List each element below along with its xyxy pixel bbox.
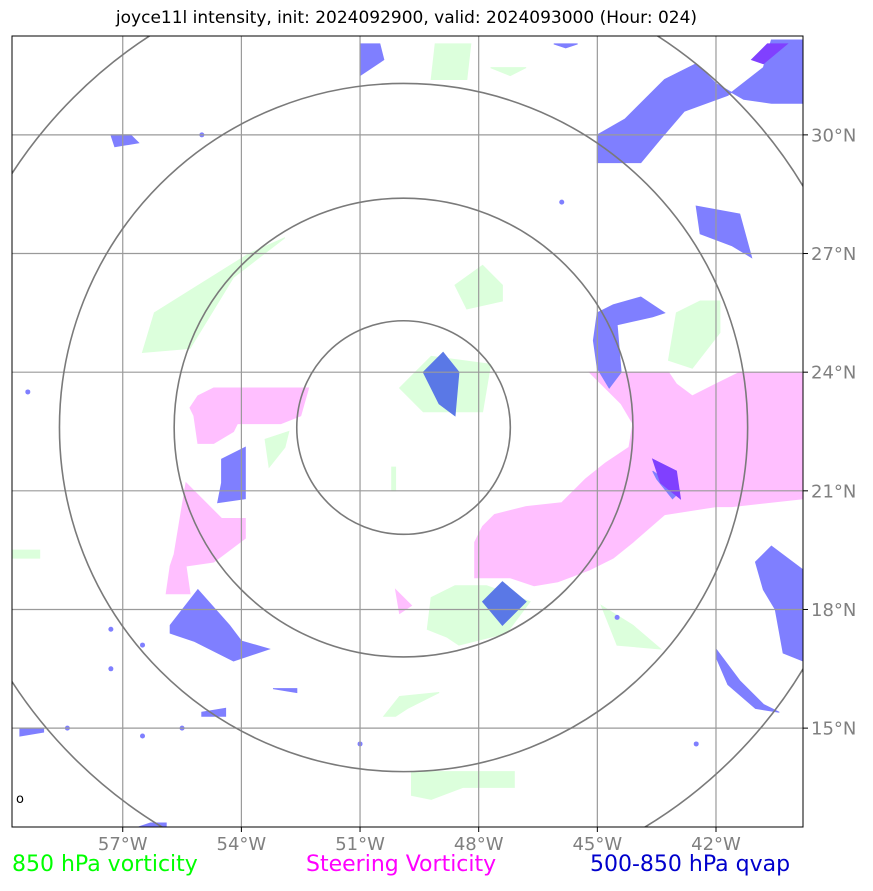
contour-magenta-1	[474, 371, 803, 587]
x-tick-label: 57°W	[98, 834, 148, 855]
contour-green-1	[490, 67, 527, 77]
y-tick-label: 30°N	[811, 125, 856, 146]
contour-green-0	[430, 43, 472, 80]
x-tick-label: 54°W	[217, 834, 267, 855]
contour-blue-dot-10	[140, 733, 146, 739]
contour-blue-1	[359, 43, 385, 77]
contour-blue-dot-3	[614, 614, 620, 620]
contour-blue-4	[592, 296, 666, 389]
contour-green-12	[411, 771, 515, 800]
contour-blue-8	[754, 545, 803, 662]
legend-qvap: 500-850 hPa qvap	[590, 852, 791, 877]
contour-blue-12	[201, 707, 227, 717]
legend-steering-vorticity: Steering Vorticity	[306, 852, 497, 877]
range-ring-2	[58, 82, 749, 773]
x-tick-label: 42°W	[691, 834, 741, 855]
contour-green-2	[141, 237, 286, 353]
contour-blue-11	[272, 688, 298, 694]
range-ring-1	[173, 197, 634, 658]
contour-overlap-0	[422, 351, 460, 417]
contour-blue-2	[553, 43, 578, 49]
y-tick-label: 18°N	[811, 600, 856, 621]
contour-magenta-2	[165, 481, 246, 595]
contour-green-4	[667, 300, 721, 369]
y-tick-label: 27°N	[811, 244, 856, 265]
contour-blue-3	[695, 205, 753, 259]
y-tick-label: 24°N	[811, 363, 856, 384]
contour-blue-14	[802, 743, 803, 773]
contour-blue-dot-8	[140, 642, 146, 648]
contour-overlap-1	[481, 581, 527, 627]
contour-green-9	[600, 604, 663, 650]
contour-blue-dot-0	[25, 389, 31, 395]
contour-blue-dot-6	[108, 666, 114, 672]
contour-blue-dot-4	[693, 741, 699, 747]
contour-purple-1	[651, 458, 682, 500]
contour-green-10	[12, 549, 41, 559]
x-tick-label: 51°W	[335, 834, 385, 855]
contour-blue-dot-7	[108, 626, 114, 632]
contour-blue-dot-2	[559, 199, 565, 205]
contour-green-11	[382, 692, 440, 717]
contour-green-6	[264, 430, 290, 469]
y-tick-label: 21°N	[811, 481, 856, 502]
range-ring-0	[295, 319, 512, 536]
gridlines	[12, 36, 803, 827]
y-axis-ticks: 15°N 18°N 21°N 24°N 27°N 30°N	[803, 125, 856, 740]
x-tick-label: 45°W	[572, 834, 622, 855]
contour-blue-13	[19, 727, 45, 737]
contour-blue-5	[110, 134, 140, 148]
legend-850-vorticity: 850 hPa vorticity	[12, 852, 198, 877]
contour-purple-0	[750, 43, 789, 65]
contour-fields	[12, 39, 803, 827]
axes-frame	[11, 35, 804, 828]
contour-blue-10	[169, 588, 271, 662]
y-tick-label: 15°N	[811, 719, 856, 740]
x-tick-label: 48°W	[454, 834, 504, 855]
contour-green-7	[391, 466, 397, 492]
center-marker: o	[16, 792, 24, 807]
chart-title: joyce11l intensity, init: 2024092900, va…	[115, 8, 698, 28]
contour-blue-0	[596, 39, 803, 164]
contour-blue-9	[715, 647, 780, 713]
contour-magenta-0	[189, 387, 310, 444]
x-axis-ticks: 57°W 54°W 51°W 48°W 45°W 42°W	[98, 827, 741, 855]
